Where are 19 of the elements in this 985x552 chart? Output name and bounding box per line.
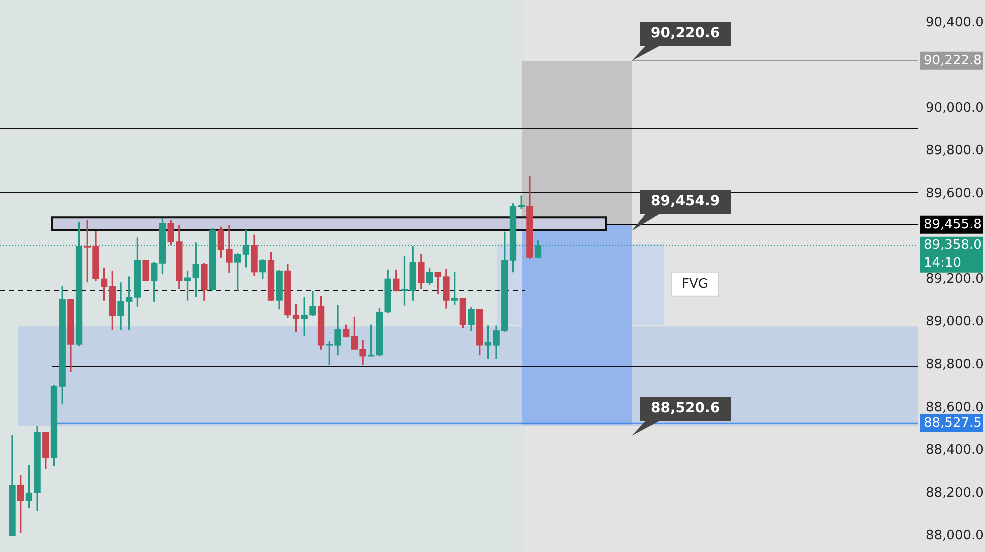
y-tick-label: 88,600.0: [926, 400, 984, 416]
band-label: FVG: [682, 276, 708, 292]
ref-line-label: 89,455.8: [924, 217, 982, 232]
y-tick-label: 88,200.0: [926, 486, 984, 501]
ref-line-label: 88,527.5: [924, 416, 982, 431]
y-tick-label: 88,000.0: [926, 528, 984, 544]
y-tick-label: 89,000.0: [926, 314, 984, 330]
annotation: 88,520.6: [651, 400, 720, 417]
y-tick-label: 90,000.0: [926, 100, 984, 116]
ref-line-label: 89,358.0 14:10: [924, 238, 982, 272]
y-tick-label: 89,800.0: [926, 144, 984, 159]
y-tick-label: 89,600.0: [926, 186, 984, 202]
y-tick-label: 90,400.0: [926, 15, 984, 30]
y-tick-label: 89,200.0: [926, 272, 984, 287]
y-tick-label: 88,400.0: [926, 443, 984, 458]
annotation: 90,220.6: [651, 26, 720, 42]
ref-line-label: 90,222.8: [924, 53, 982, 68]
annotation: 89,454.9: [651, 194, 720, 210]
y-tick-label: 88,800.0: [926, 358, 984, 373]
